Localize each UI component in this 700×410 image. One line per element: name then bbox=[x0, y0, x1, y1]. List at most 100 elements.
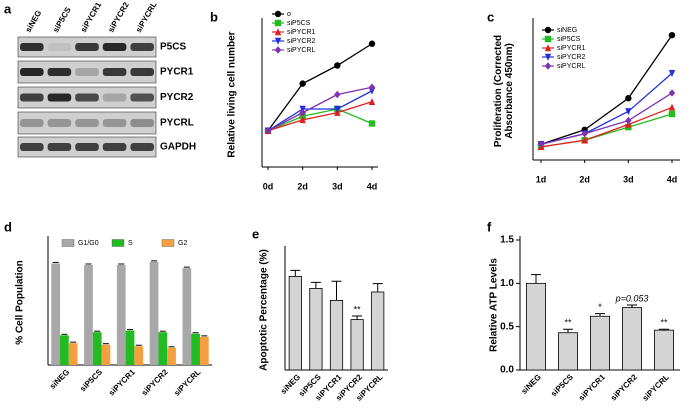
blot-band bbox=[47, 68, 72, 76]
bar bbox=[116, 265, 126, 365]
marker bbox=[368, 98, 376, 105]
legend-label: siPYCR2 bbox=[287, 38, 316, 45]
bar bbox=[149, 261, 159, 365]
marker bbox=[625, 116, 632, 125]
legend-label: siNEG bbox=[557, 27, 577, 34]
marker bbox=[368, 120, 376, 127]
bar bbox=[125, 330, 135, 365]
blot-band bbox=[20, 119, 44, 127]
x-tick-label: 4d bbox=[367, 181, 378, 191]
bar bbox=[309, 287, 323, 371]
error-bar bbox=[372, 283, 383, 292]
bar bbox=[182, 268, 192, 365]
blot-row-label: GAPDH bbox=[160, 142, 196, 153]
legend-label: siPYCR1 bbox=[557, 45, 586, 52]
y-axis-label: Relative ATP Levels bbox=[489, 258, 500, 352]
series-line bbox=[540, 106, 673, 148]
bar bbox=[134, 346, 144, 365]
blot-band bbox=[102, 119, 127, 127]
series-line bbox=[267, 90, 373, 132]
legend-swatch bbox=[161, 239, 175, 247]
bar bbox=[371, 291, 385, 371]
legend-label: siPYCR1 bbox=[287, 29, 316, 36]
error-bar bbox=[290, 269, 301, 277]
bar bbox=[51, 263, 61, 365]
marker bbox=[334, 105, 341, 113]
marker bbox=[299, 116, 306, 124]
annotation: ** bbox=[564, 318, 572, 328]
series-line bbox=[267, 43, 373, 132]
bar bbox=[350, 319, 364, 371]
x-tick-label: 3d bbox=[332, 181, 343, 191]
blot-band bbox=[47, 119, 72, 127]
bar bbox=[101, 344, 111, 365]
bar bbox=[158, 332, 168, 365]
marker bbox=[334, 62, 341, 69]
x-tick-label: 0d bbox=[263, 181, 274, 191]
legend-marker bbox=[274, 10, 282, 18]
blot-band bbox=[20, 68, 44, 76]
marker bbox=[264, 127, 272, 135]
marker bbox=[368, 40, 376, 47]
bar bbox=[68, 343, 78, 365]
series-line bbox=[540, 92, 673, 145]
legend-marker bbox=[274, 19, 282, 27]
legend-label: siPYCR2 bbox=[557, 54, 586, 61]
error-bar bbox=[563, 328, 573, 333]
blot-band bbox=[102, 93, 127, 102]
blot-row-label: PYCR1 bbox=[160, 67, 194, 78]
bar bbox=[622, 307, 643, 371]
y-axis-label: Proliferation (Corrected bbox=[493, 35, 504, 147]
legend-marker bbox=[544, 44, 552, 52]
marker bbox=[668, 110, 676, 118]
panel-label: e bbox=[252, 226, 259, 241]
legend-marker bbox=[544, 53, 552, 61]
marker bbox=[625, 95, 632, 102]
blot-band bbox=[47, 43, 72, 51]
x-tick-label: 2d bbox=[297, 181, 308, 191]
blot-band bbox=[130, 119, 154, 127]
legend-label: S bbox=[128, 240, 133, 247]
bar bbox=[590, 315, 611, 371]
legend-label: o bbox=[287, 11, 291, 18]
blot-band bbox=[130, 43, 154, 51]
bar bbox=[329, 299, 344, 371]
marker bbox=[368, 87, 376, 95]
blot-row-label: P5CS bbox=[160, 42, 186, 53]
blot-band bbox=[20, 143, 44, 151]
y-tick-label: 1.0 bbox=[500, 278, 514, 289]
bar bbox=[167, 347, 176, 365]
legend-marker bbox=[544, 35, 552, 43]
legend-marker bbox=[544, 26, 552, 34]
bar bbox=[288, 275, 302, 371]
blot-band bbox=[75, 43, 99, 51]
panel-label: a bbox=[4, 1, 12, 16]
y-tick-label: 0.0 bbox=[500, 365, 514, 376]
blot-band bbox=[102, 143, 127, 151]
legend-label: G1/G0 bbox=[78, 240, 99, 247]
bar bbox=[654, 329, 675, 371]
marker bbox=[299, 80, 306, 87]
marker bbox=[581, 130, 588, 138]
error-bar bbox=[627, 304, 637, 308]
bar bbox=[84, 265, 93, 365]
blot-row-label: PYCRL bbox=[160, 118, 194, 129]
panel-label: b bbox=[210, 9, 218, 24]
y-axis-label: Apoptotic Percentage (%) bbox=[259, 249, 270, 371]
y-axis-label: Absorbance 450nm) bbox=[504, 43, 515, 139]
marker bbox=[581, 136, 588, 144]
bar bbox=[92, 332, 102, 365]
legend-label: G2 bbox=[178, 240, 187, 247]
error-bar bbox=[331, 280, 342, 301]
panel-label: d bbox=[4, 219, 12, 234]
x-tick-label: 2d bbox=[579, 174, 590, 184]
legend-marker bbox=[544, 62, 552, 70]
bar bbox=[191, 333, 200, 365]
blot-band bbox=[130, 93, 154, 102]
marker bbox=[334, 90, 341, 99]
series-line bbox=[267, 86, 373, 132]
marker bbox=[668, 70, 676, 77]
y-axis-label: % Cell Population bbox=[15, 260, 26, 344]
blot-band bbox=[75, 68, 99, 76]
